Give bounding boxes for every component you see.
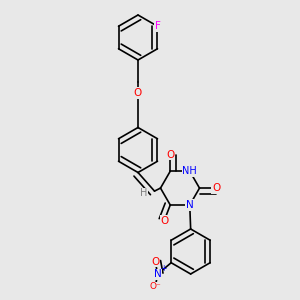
Text: N: N (154, 269, 161, 279)
Text: NH: NH (182, 166, 197, 176)
Text: +: + (160, 264, 166, 273)
Text: O: O (151, 256, 159, 266)
Text: O: O (212, 183, 220, 193)
Text: O: O (166, 150, 174, 160)
Text: H: H (140, 188, 148, 199)
Text: F: F (154, 21, 160, 31)
Text: O: O (160, 216, 168, 226)
Text: N: N (186, 200, 194, 210)
Text: O⁻: O⁻ (149, 282, 161, 291)
Text: O: O (134, 88, 142, 98)
